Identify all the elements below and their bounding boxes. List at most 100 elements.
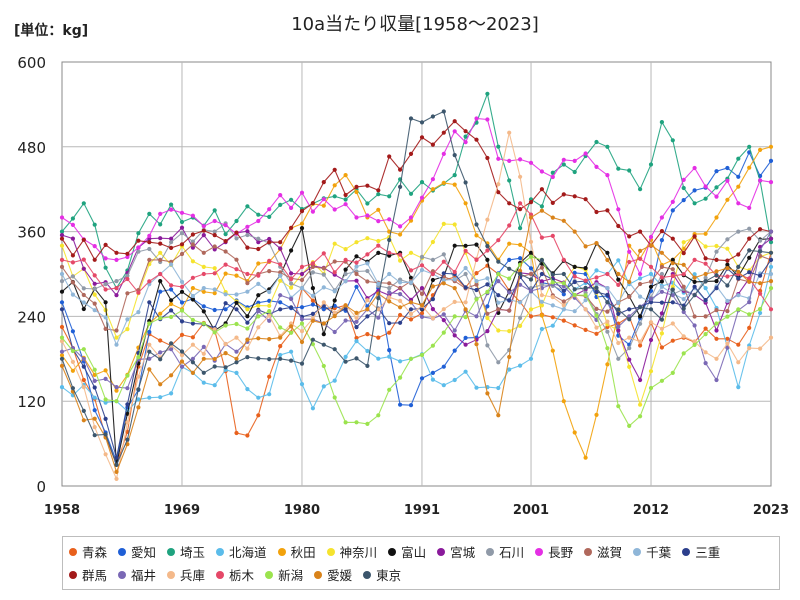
data-point [70,280,75,285]
data-point [343,192,348,198]
legend-label: 長野 [548,545,574,560]
data-point [223,249,228,254]
data-point [398,305,403,310]
data-point [594,313,599,318]
data-point [321,321,326,326]
data-point [496,259,501,264]
data-point [485,311,490,316]
data-point [681,297,686,302]
data-point [561,281,566,286]
data-point [92,286,97,292]
data-point [714,308,719,313]
data-point [103,432,108,437]
data-point [441,330,446,335]
data-point [234,218,239,224]
data-point [638,276,643,281]
data-point [594,139,599,145]
data-point [343,279,348,284]
data-point [430,316,435,321]
data-point [528,356,534,361]
data-point [539,303,545,308]
data-point [365,307,370,312]
data-point [169,202,174,207]
legend-item: 千葉 [633,540,671,563]
legend-label: 埼玉 [180,545,206,560]
data-point [463,201,468,206]
data-point [256,273,261,278]
data-point [81,385,86,390]
data-point [496,238,501,243]
data-point [627,357,632,362]
data-point [496,271,501,277]
data-point [452,299,457,304]
data-point [81,292,86,298]
legend-label: 北海道 [229,545,267,560]
data-point [267,313,272,318]
data-point [92,385,97,390]
data-point [441,383,446,388]
data-point [136,238,141,243]
data-point [103,282,108,287]
data-point [332,329,337,335]
legend-item: 神奈川 [326,540,377,563]
data-point [212,247,217,252]
data-point [332,347,337,352]
data-point [212,327,217,332]
data-point [703,244,708,249]
legend-label: 富山 [401,545,427,560]
data-point [419,180,425,185]
legend-label: 新潟 [278,568,304,583]
data-point [103,452,108,457]
data-point [234,360,239,365]
data-point [169,287,174,292]
data-point [179,332,185,337]
data-point [256,261,261,266]
data-point [299,339,305,345]
data-point [430,187,435,192]
data-point [267,357,272,362]
data-point [518,201,523,206]
data-point [223,271,228,276]
data-point [463,140,468,145]
series-2 [59,91,774,291]
data-point [245,355,250,360]
data-point [572,430,577,435]
data-point [648,296,654,302]
y-tick-label: 600 [17,54,46,72]
data-point [256,236,261,241]
legend-item: 北海道 [216,540,267,563]
data-point [485,391,490,396]
data-point [507,290,512,295]
data-point [376,281,381,286]
data-point [169,245,174,250]
data-point [747,205,752,210]
data-point [758,147,763,152]
data-point [583,197,588,202]
data-point [59,233,65,238]
legend-item: 宮城 [437,540,475,563]
data-point [703,326,708,331]
data-point [92,425,97,430]
data-point [223,262,228,267]
data-point [550,200,555,205]
x-tick-label: 2023 [753,503,789,518]
data-point [627,364,632,369]
data-point [627,259,632,265]
data-point [190,321,195,326]
data-point [310,201,315,206]
data-point [321,363,326,369]
data-point [387,387,392,392]
series-line [61,256,772,427]
data-point [692,284,697,289]
series-9 [59,116,774,277]
data-point [518,256,523,261]
data-point [485,282,490,287]
data-point [430,284,435,289]
data-point [125,327,130,332]
data-point [627,294,632,299]
data-point [190,317,195,323]
data-point [659,279,665,284]
data-point [605,257,610,263]
data-point [125,251,130,256]
data-point [343,354,348,359]
